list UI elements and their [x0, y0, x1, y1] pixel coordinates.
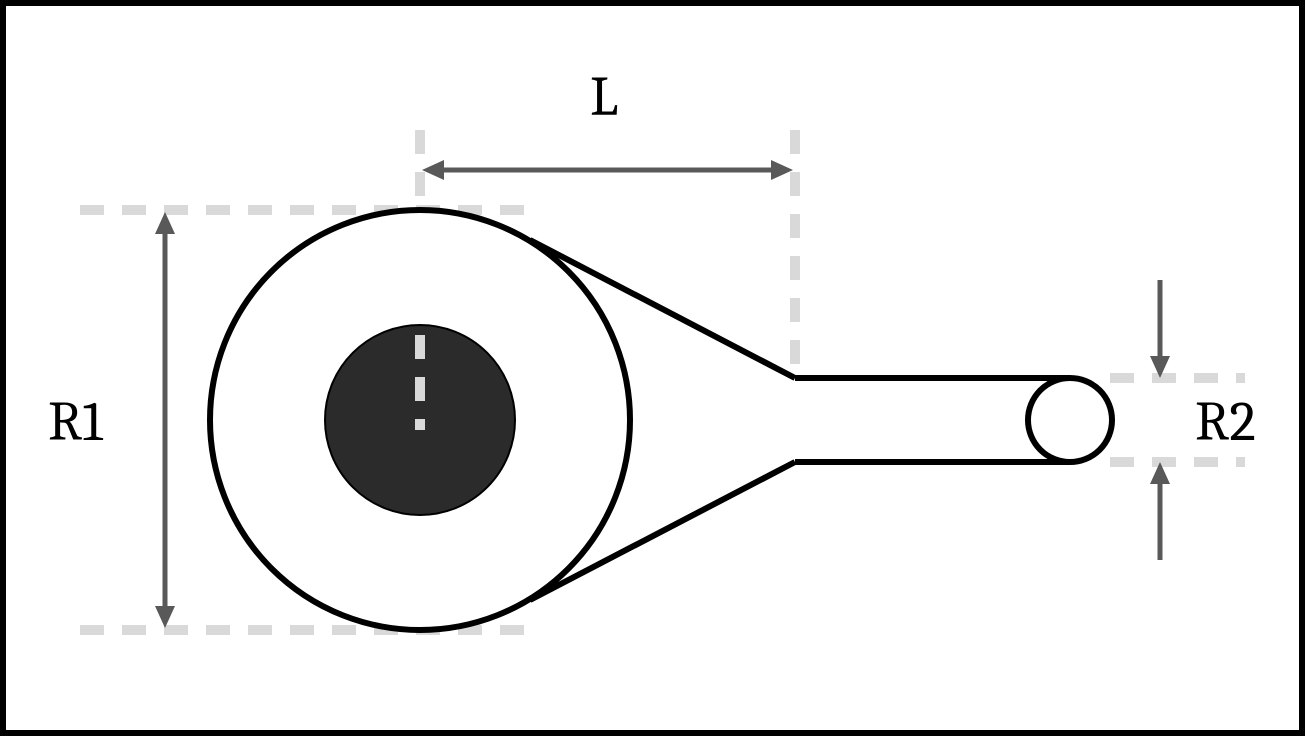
small-end-circle — [1028, 378, 1112, 462]
dim-label-r2: R2 — [1195, 390, 1256, 454]
dim-label-r1: R1 — [48, 390, 103, 454]
outer-frame — [3, 3, 1302, 733]
dim-label-l: L — [590, 65, 618, 129]
mechanical-part-diagram: R1 L R2 — [0, 0, 1305, 736]
